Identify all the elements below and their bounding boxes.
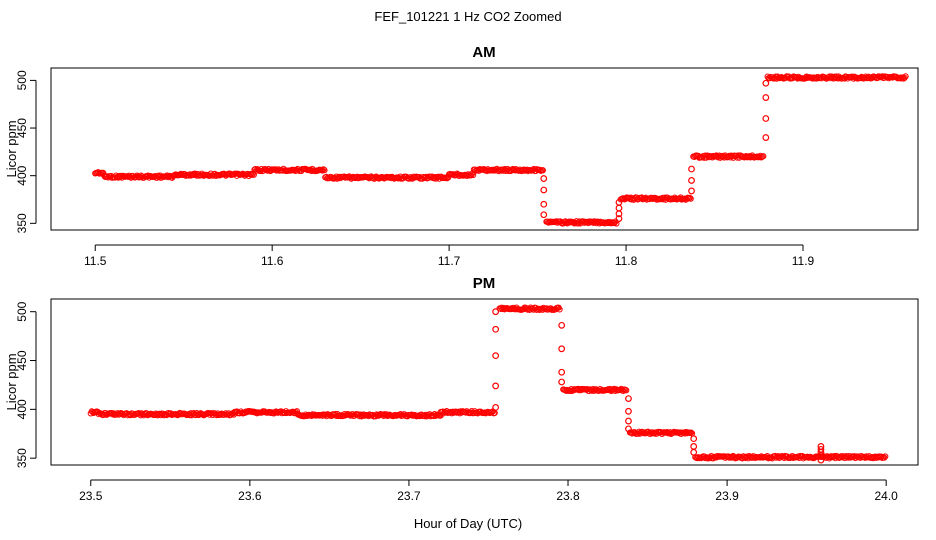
am-plot-frame bbox=[50, 67, 919, 231]
pm-x-tick-label: 23.6 bbox=[238, 489, 262, 503]
panel-am-title: AM bbox=[472, 44, 495, 61]
am-data-point bbox=[249, 170, 256, 177]
pm-data-point bbox=[556, 306, 563, 313]
am-transition-point bbox=[688, 187, 695, 195]
pm-plot-frame bbox=[50, 298, 919, 466]
figure-title: FEF_101221 1 Hz CO2 Zoomed bbox=[374, 9, 561, 24]
am-transition-point bbox=[762, 134, 770, 141]
am-data-point bbox=[687, 195, 694, 202]
am-data-point bbox=[899, 74, 906, 81]
pm-y-tick-label: 500 bbox=[15, 301, 29, 321]
pm-data-point bbox=[881, 454, 888, 461]
am-transition-point bbox=[615, 215, 623, 222]
pm-transition-point bbox=[492, 382, 500, 390]
am-transition-point bbox=[688, 177, 695, 184]
pm-transition-point bbox=[690, 448, 698, 456]
am-y-tick-label: 350 bbox=[15, 213, 29, 233]
am-transition-point bbox=[615, 198, 623, 206]
am-transition-point bbox=[540, 211, 548, 219]
am-x-tick-label: 11.5 bbox=[84, 254, 107, 268]
am-transition-point bbox=[688, 165, 695, 173]
am-data-point bbox=[248, 171, 255, 178]
pm-transition-point bbox=[492, 352, 500, 360]
pm-x-tick-label: 23.5 bbox=[79, 489, 103, 503]
pm-transition-point bbox=[817, 456, 825, 464]
am-transition-point bbox=[762, 115, 770, 122]
am-data-point bbox=[760, 153, 767, 160]
am-x-tick-label: 11.7 bbox=[438, 254, 461, 268]
pm-transition-point bbox=[690, 443, 698, 450]
am-x-tick-label: 11.6 bbox=[261, 254, 284, 268]
am-transition-point bbox=[615, 204, 623, 212]
pm-transition-point bbox=[625, 395, 632, 403]
pm-data-point bbox=[687, 429, 695, 436]
am-y-tick-label: 450 bbox=[15, 118, 29, 138]
am-data-point bbox=[320, 166, 327, 173]
am-data-point bbox=[901, 74, 908, 81]
pm-transition-point bbox=[558, 345, 566, 353]
figure-xlabel: Hour of Day (UTC) bbox=[414, 516, 522, 531]
pm-transition-point bbox=[558, 378, 566, 386]
am-data-point bbox=[686, 194, 693, 201]
pm-data-point bbox=[882, 453, 889, 460]
pm-transition-point bbox=[492, 325, 500, 333]
am-x-tick-label: 11.9 bbox=[792, 254, 815, 268]
am-x-tick-label: 11.8 bbox=[615, 254, 638, 268]
pm-x-tick-label: 24.0 bbox=[875, 489, 899, 503]
panel-pm-title: PM bbox=[473, 275, 496, 292]
am-transition-point bbox=[540, 200, 548, 208]
pm-transition-point bbox=[625, 417, 632, 425]
pm-x-tick-label: 23.9 bbox=[715, 489, 739, 503]
panel-pm-ylabel: Licor ppm bbox=[4, 353, 19, 410]
pm-y-tick-label: 350 bbox=[15, 448, 29, 468]
am-data-point bbox=[321, 167, 328, 174]
am-y-tick-label: 500 bbox=[15, 70, 29, 90]
pm-transition-point bbox=[817, 451, 825, 459]
pm-data-point bbox=[623, 387, 630, 394]
panel-pm: PM Licor ppm 23.5 23.6 23.7 23.8 23.9 24.0 350… bbox=[4, 275, 919, 503]
pm-transition-point bbox=[558, 321, 566, 329]
pm-x-tick-label: 23.7 bbox=[397, 489, 421, 503]
am-data-point bbox=[613, 220, 620, 227]
am-transition-point bbox=[540, 186, 548, 194]
am-transition-point bbox=[762, 94, 770, 101]
am-y-tick-label: 400 bbox=[15, 165, 29, 185]
am-data-point bbox=[536, 166, 543, 174]
pm-transition-point bbox=[558, 368, 566, 376]
pm-transition-point bbox=[625, 407, 632, 415]
pm-y-tick-label: 450 bbox=[15, 350, 29, 370]
am-transition-point bbox=[540, 175, 548, 182]
pm-y-tick-label: 400 bbox=[15, 399, 29, 419]
pm-transition-point bbox=[492, 403, 500, 411]
am-data-point bbox=[902, 73, 909, 80]
pm-transition-point bbox=[625, 425, 632, 433]
pm-data-point bbox=[703, 455, 710, 462]
pm-x-tick-label: 23.8 bbox=[556, 489, 580, 503]
pm-transition-point bbox=[817, 448, 825, 456]
pm-transition-point bbox=[492, 308, 500, 316]
panel-am-ylabel: Licor ppm bbox=[4, 120, 19, 177]
am-data-points bbox=[92, 73, 909, 227]
pm-transition-point bbox=[690, 435, 698, 443]
am-data-point bbox=[539, 167, 546, 174]
am-transition-point bbox=[762, 79, 770, 87]
pm-data-points bbox=[87, 304, 889, 464]
panel-am: AM Licor ppm 11.5 11.6 11.7 11.8 11.9 350 400 4… bbox=[4, 44, 919, 268]
